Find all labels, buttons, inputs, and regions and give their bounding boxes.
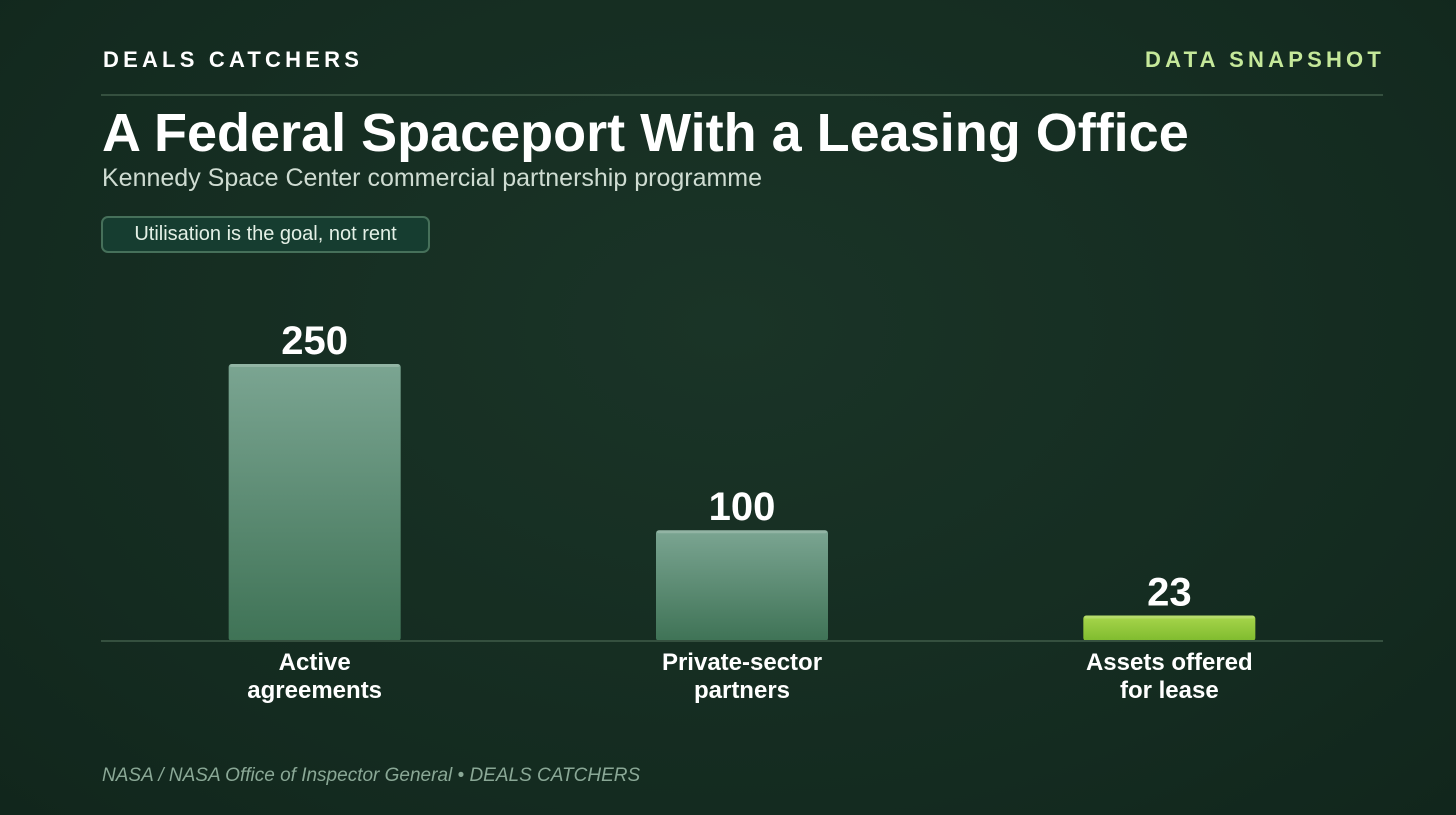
category-label-1: Private-sector partners xyxy=(662,649,822,704)
bar-0 xyxy=(228,364,401,641)
bar-highlight-cap-0 xyxy=(229,364,400,367)
source-note: NASA / NASA Office of Inspector General … xyxy=(102,765,641,786)
page-subtitle: Kennedy Space Center commercial partners… xyxy=(102,164,763,192)
note-badge: Utilisation is the goal, not rent xyxy=(101,216,430,253)
brand-label: DEALS CATCHERS xyxy=(103,47,364,72)
data-label-0: 250 xyxy=(281,319,348,363)
bar-1 xyxy=(656,530,828,641)
category-label-2: Assets offered for lease xyxy=(1086,649,1253,704)
header-divider xyxy=(101,94,1383,96)
bar-2 xyxy=(1083,615,1256,641)
bar-highlight-cap-1 xyxy=(657,530,827,534)
page-title: A Federal Spaceport With a Leasing Offic… xyxy=(102,103,1189,163)
category-label-0: Active agreements xyxy=(247,649,382,704)
section-tag: DATA SNAPSHOT xyxy=(1145,47,1385,72)
data-label-1: 100 xyxy=(709,485,776,529)
data-label-2: 23 xyxy=(1147,571,1192,615)
bar-highlight-cap-2 xyxy=(1084,615,1255,619)
